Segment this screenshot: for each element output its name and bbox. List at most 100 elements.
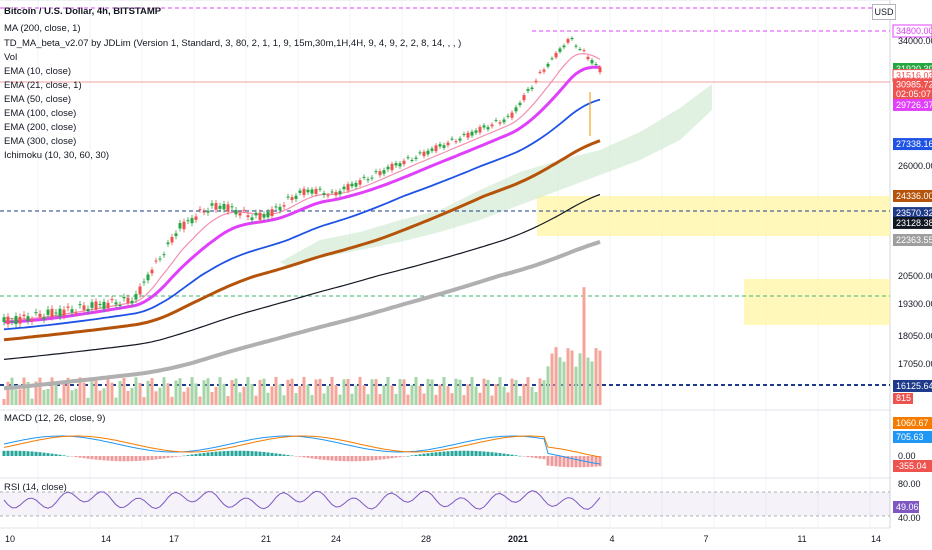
candle-body — [310, 189, 314, 194]
candle-body — [278, 206, 282, 211]
macd-histogram-bar — [178, 456, 182, 457]
volume-bar — [30, 398, 34, 405]
volume-bar — [94, 377, 98, 405]
svg-text:815: 815 — [896, 393, 911, 403]
macd-histogram-bar — [46, 453, 50, 456]
macd-histogram-bar — [534, 456, 538, 459]
candle-body — [6, 316, 10, 325]
rsi-label[interactable]: RSI (14, close) — [4, 482, 67, 493]
macd-histogram-bar — [174, 456, 178, 457]
symbol-title[interactable]: Bitcoin / U.S. Dollar, 4h, BITSTAMP — [4, 6, 162, 17]
volume-bar — [342, 379, 346, 405]
candle-body — [142, 281, 146, 283]
candle-body — [302, 188, 306, 196]
legend-ema10[interactable]: EMA (10, close) — [4, 66, 72, 77]
volume-bar — [218, 377, 222, 405]
ema50-line — [3, 98, 601, 331]
price-tag-30985.72: 30985.72 — [893, 78, 932, 91]
volume-bar — [382, 385, 386, 405]
volume-bar — [294, 393, 298, 405]
volume-bar — [470, 377, 474, 405]
candle-body — [402, 160, 406, 165]
macd-histogram-bar — [150, 456, 154, 460]
macd-histogram-bar — [542, 456, 546, 460]
candle-body — [586, 56, 590, 60]
volume-bar — [206, 378, 210, 405]
volume-bar — [374, 379, 378, 405]
volume-bar — [406, 394, 410, 405]
candle-body — [486, 127, 490, 130]
volume-bar — [334, 384, 338, 405]
macd-histogram-bar — [230, 450, 234, 456]
volume-bar — [270, 386, 274, 405]
volume-bar — [262, 378, 266, 405]
candle-body — [398, 163, 402, 167]
volume-bar — [386, 377, 390, 405]
legend-ma200[interactable]: MA (200, close, 1) — [4, 23, 81, 34]
legend-ichimoku[interactable]: Ichimoku (10, 30, 60, 30) — [4, 150, 110, 161]
macd-histogram-bar — [50, 453, 54, 456]
candle-body — [86, 308, 90, 312]
candle-body — [214, 203, 218, 210]
candle-body — [46, 309, 50, 315]
macd-histogram-bar — [350, 456, 354, 462]
candle-body — [598, 67, 602, 73]
ichimoku-cloud — [280, 84, 712, 268]
macd-histogram-bar — [26, 451, 30, 456]
legend-ema50[interactable]: EMA (50, close) — [4, 94, 72, 105]
legend-ema200[interactable]: EMA (200, close) — [4, 122, 77, 133]
currency-badge[interactable]: USD — [872, 4, 896, 20]
macd-histogram-bar — [222, 451, 226, 456]
volume-bar — [302, 377, 306, 405]
legend-ema21[interactable]: EMA (21, close, 1) — [4, 80, 82, 91]
macd-histogram-bar — [190, 454, 194, 456]
volume-bar — [10, 377, 14, 405]
volume-bar — [230, 380, 234, 405]
macd-pane — [2, 435, 602, 468]
candle-body — [482, 125, 486, 128]
time-tick-label: 21 — [261, 534, 271, 544]
volume-bar — [542, 380, 546, 405]
legend-td-ma[interactable]: TD_MA_beta_v2.07 by JDLim (Version 1, St… — [4, 38, 462, 49]
volume-bar — [182, 391, 186, 405]
volume-bar — [166, 383, 170, 405]
macd-label[interactable]: MACD (12, 26, close, 9) — [4, 413, 106, 424]
candle-body — [430, 148, 434, 151]
macd-histogram-bar — [42, 452, 46, 456]
candle-body — [462, 134, 466, 136]
macd-histogram-bar — [434, 452, 438, 456]
legend-vol[interactable]: Vol — [4, 52, 18, 63]
volume-bar — [450, 393, 454, 405]
volume-bar — [466, 384, 470, 405]
macd-histogram-bar — [202, 452, 206, 456]
price-axis[interactable]: 34000.00 26000.00 20500.00 19300.00 18050.00… — [892, 24, 932, 523]
macd-line — [3, 435, 601, 465]
candle-body — [110, 299, 114, 301]
macd-histogram-bar — [550, 456, 554, 467]
macd-histogram-bar — [522, 456, 526, 457]
legend-ema100[interactable]: EMA (100, close) — [4, 108, 77, 119]
macd-histogram-bar — [390, 456, 394, 459]
volume-bar — [350, 393, 354, 405]
volume-bar — [210, 391, 214, 405]
macd-histogram-bar — [378, 456, 382, 460]
legend-ema300[interactable]: EMA (300, close) — [4, 136, 77, 147]
time-axis[interactable]: 10 14 17 21 24 28 2021 4 7 11 14 — [5, 534, 881, 544]
candle-body — [566, 39, 570, 43]
candle-body — [350, 183, 354, 187]
volume-bar — [434, 394, 438, 405]
macd-histogram-bar — [310, 456, 314, 459]
candle-body — [210, 203, 214, 206]
volume-bar — [70, 390, 74, 405]
volume-bar — [430, 379, 434, 405]
lower-zone — [744, 279, 890, 325]
volume-bar — [566, 348, 570, 405]
candle-body — [250, 217, 254, 221]
volume-bar — [46, 388, 50, 405]
macd-histogram-bar — [282, 454, 286, 456]
macd-histogram-bar — [510, 454, 514, 456]
svg-text:31516.03: 31516.03 — [896, 71, 932, 81]
candle-body — [98, 304, 102, 306]
macd-histogram-bar — [486, 451, 490, 456]
